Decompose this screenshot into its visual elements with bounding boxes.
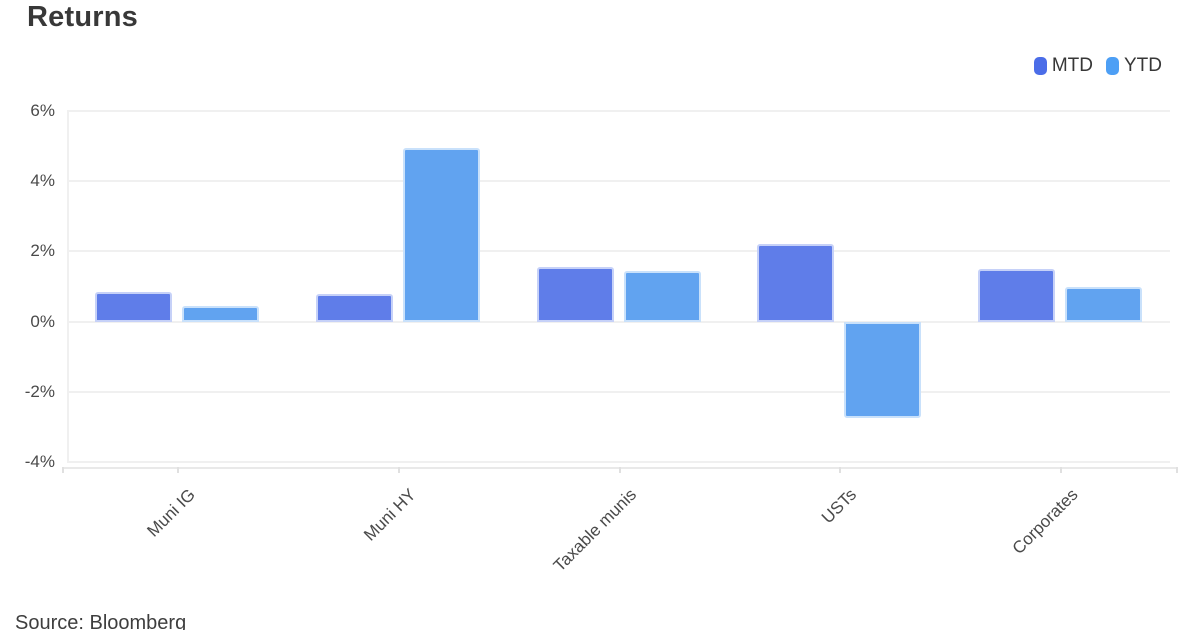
bar-mtd-muni-ig[interactable] <box>95 291 173 322</box>
x-axis-tick-2 <box>397 467 400 473</box>
bar-ytd-muni-hy[interactable] <box>402 147 480 322</box>
x-axis-tick-0 <box>62 467 64 473</box>
page-title: Returns <box>27 1 138 33</box>
bar-ytd-corporates[interactable] <box>1064 286 1142 322</box>
y-tick-label-4-: 4% <box>30 171 55 191</box>
legend-label-ytd: YTD <box>1124 55 1162 76</box>
x-tick-label-usts: USTs <box>818 485 861 528</box>
legend-swatch-mtd <box>1033 57 1047 75</box>
gridline-4- <box>67 180 1170 183</box>
bar-ytd-taxable-munis[interactable] <box>623 270 701 322</box>
bar-ytd-muni-ig[interactable] <box>182 305 260 322</box>
bar-mtd-muni-hy[interactable] <box>315 293 393 322</box>
x-axis-tick-3 <box>618 467 621 473</box>
y-axis-line <box>67 111 69 462</box>
gridline-6- <box>67 110 1170 112</box>
bar-ytd-usts[interactable] <box>844 321 922 419</box>
y-tick-label--2-: -2% <box>24 381 55 401</box>
bar-mtd-taxable-munis[interactable] <box>536 267 614 322</box>
x-axis-tick-1 <box>177 467 180 473</box>
legend-item-ytd[interactable]: YTD <box>1106 55 1162 77</box>
x-tick-label-muni-ig: Muni IG <box>143 485 199 541</box>
source-note: Source: Bloomberg <box>15 612 187 630</box>
gridline--2- <box>67 390 1170 393</box>
legend-swatch-ytd <box>1106 57 1119 75</box>
legend-item-mtd[interactable]: MTD <box>1033 55 1093 77</box>
gridline-0- <box>67 320 1170 323</box>
legend: MTD YTD <box>1033 55 1162 77</box>
legend-label-mtd: MTD <box>1051 55 1093 76</box>
y-tick-label-0-: 0% <box>30 311 55 331</box>
x-axis-tick-5 <box>1059 467 1062 473</box>
y-tick-label-6-: 6% <box>30 101 55 120</box>
x-tick-label-taxable-munis: Taxable munis <box>549 485 640 576</box>
x-tick-label-muni-hy: Muni HY <box>359 485 420 545</box>
y-tick-label--4-: -4% <box>24 452 55 471</box>
x-axis-tick-6 <box>1176 467 1178 473</box>
x-axis-tick-4 <box>839 467 842 473</box>
bar-mtd-usts[interactable] <box>757 244 835 322</box>
gridline-2- <box>67 250 1170 253</box>
y-tick-label-2-: 2% <box>30 241 55 261</box>
gridline--4- <box>67 461 1170 463</box>
x-tick-label-corporates: Corporates <box>1008 485 1082 558</box>
bar-mtd-corporates[interactable] <box>977 268 1055 322</box>
